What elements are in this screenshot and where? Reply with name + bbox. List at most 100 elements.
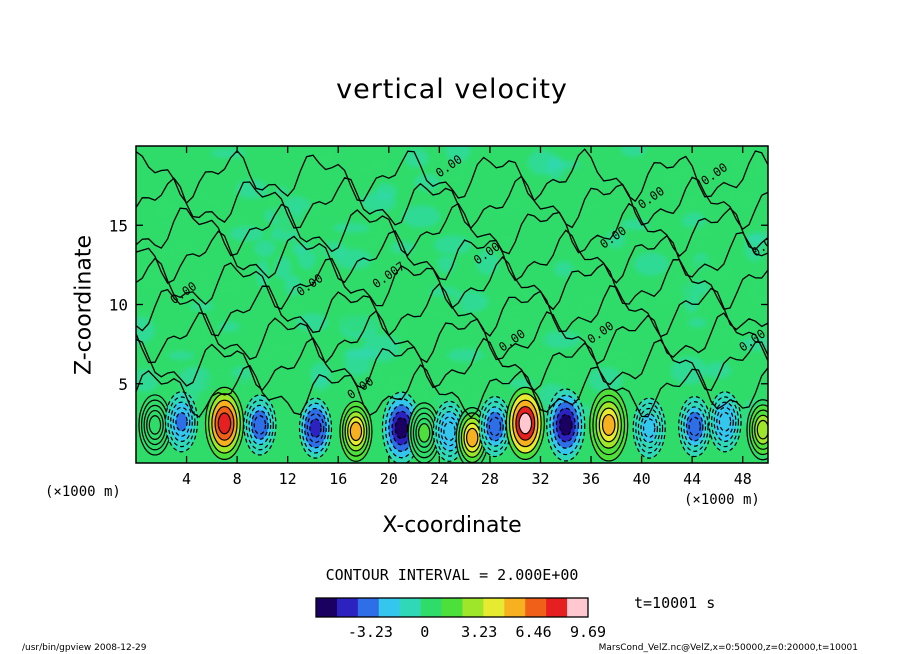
field-patch xyxy=(205,197,225,206)
velocity-cell xyxy=(708,391,742,453)
colorbar-swatch xyxy=(567,598,589,617)
field-patch xyxy=(476,250,500,275)
field-patch xyxy=(284,274,301,296)
field-patch xyxy=(156,199,175,219)
field-patch xyxy=(688,258,723,274)
field-patch xyxy=(210,148,246,159)
cell-contour xyxy=(349,421,363,442)
x-unit-left: (×1000 m) xyxy=(45,484,121,500)
chart-title: vertical velocity xyxy=(336,74,568,105)
field-patch xyxy=(176,319,208,347)
colorbar-swatch xyxy=(441,598,463,617)
cell-contour xyxy=(148,415,162,435)
field-patch xyxy=(591,265,621,282)
field-patch xyxy=(670,184,705,203)
cell-contour xyxy=(417,423,431,443)
field-patch xyxy=(687,318,707,328)
x-tick-label: 32 xyxy=(531,470,549,488)
contour-lines xyxy=(136,148,768,419)
field-patch xyxy=(291,242,305,255)
field-patch xyxy=(434,235,472,255)
contour-interval-label: CONTOUR INTERVAL = 2.000E+00 xyxy=(325,566,579,584)
x-axis-label: X-coordinate xyxy=(382,513,522,538)
x-tick-label: 12 xyxy=(279,470,297,488)
field-patch xyxy=(737,193,756,208)
cell-contour xyxy=(309,418,322,438)
cell-contour xyxy=(688,416,701,437)
cell-contour xyxy=(756,419,768,440)
field-patch xyxy=(528,351,547,378)
field-patch xyxy=(308,195,323,214)
x-tick-label: 4 xyxy=(182,470,191,488)
field-patch xyxy=(575,297,608,320)
colorbar-frame xyxy=(315,597,589,618)
colorbar-tick-label: 9.69 xyxy=(570,623,606,641)
field-patch xyxy=(158,336,186,356)
x-tick-label: 44 xyxy=(683,470,701,488)
field-patch xyxy=(276,208,300,234)
field-patch xyxy=(296,313,329,332)
field-patch xyxy=(342,382,360,392)
colorbar-swatch xyxy=(399,598,422,617)
velocity-cell xyxy=(432,400,467,462)
contour-line xyxy=(136,310,768,365)
field-patch xyxy=(361,192,396,213)
x-tick-label: 36 xyxy=(582,470,600,488)
y-tick-label: 15 xyxy=(109,216,128,235)
velocity-cell xyxy=(589,388,629,462)
footer-right: MarsCond_VelZ.nc@VelZ,x=0:50000,z=0:2000… xyxy=(598,643,858,653)
contour-line xyxy=(136,256,768,311)
velocity-cell xyxy=(138,394,172,456)
cell-contour xyxy=(488,416,502,437)
field-patch xyxy=(340,311,376,333)
x-tick-label: 16 xyxy=(329,470,347,488)
x-tick-label: 48 xyxy=(734,470,752,488)
colorbar-swatch xyxy=(462,598,484,617)
contour-line xyxy=(136,148,768,204)
field-patch xyxy=(374,217,395,245)
time-label: t=10001 s xyxy=(634,594,716,612)
footer-left: /usr/bin/gpview 2008-12-29 xyxy=(22,643,147,653)
field-patch xyxy=(166,244,205,262)
colorbar-tick-label: 6.46 xyxy=(516,623,552,641)
velocity-cell xyxy=(243,394,277,456)
field-patch xyxy=(317,343,346,357)
field-patch xyxy=(362,334,401,362)
field-patch xyxy=(438,157,464,185)
velocity-cell xyxy=(632,397,666,459)
cell-contour xyxy=(601,413,616,436)
velocity-cell xyxy=(339,400,373,462)
field-patch xyxy=(343,300,380,313)
field-patch xyxy=(633,252,669,276)
colorbar-tick-label: 0 xyxy=(420,623,429,641)
cell-contour xyxy=(718,411,732,432)
field-patch xyxy=(532,330,548,357)
field-patch xyxy=(313,152,328,167)
field-patch xyxy=(216,281,244,293)
field-patch xyxy=(501,313,517,331)
x-unit-right: (×1000 m) xyxy=(684,492,760,508)
field-patch xyxy=(218,321,240,332)
field-patch xyxy=(390,242,416,254)
field-patch xyxy=(726,193,742,206)
velocity-cell xyxy=(678,395,712,458)
field-patch xyxy=(606,231,625,249)
field-patch xyxy=(136,316,155,345)
colorbar-tick-label: -3.23 xyxy=(348,623,393,641)
cell-contour xyxy=(518,412,533,435)
field-patch xyxy=(384,322,410,341)
velocity-cell xyxy=(298,397,333,459)
velocity-cell xyxy=(546,388,586,462)
cell-contour xyxy=(394,417,409,440)
contour-line xyxy=(136,202,768,257)
velocity-cell xyxy=(746,399,768,461)
field-patch xyxy=(263,344,300,365)
field-patch xyxy=(254,240,276,257)
field-patch xyxy=(306,241,332,256)
x-tick-label: 24 xyxy=(430,470,448,488)
colorbar-swatch xyxy=(525,598,547,617)
field-patch xyxy=(554,261,573,277)
field-patch xyxy=(720,322,752,345)
field-texture xyxy=(136,146,768,428)
colorbar-swatch xyxy=(336,598,359,617)
